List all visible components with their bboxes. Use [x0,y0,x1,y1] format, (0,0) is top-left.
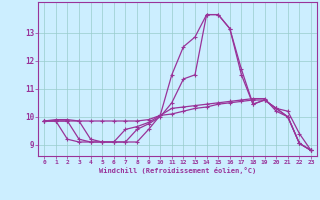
X-axis label: Windchill (Refroidissement éolien,°C): Windchill (Refroidissement éolien,°C) [99,167,256,174]
